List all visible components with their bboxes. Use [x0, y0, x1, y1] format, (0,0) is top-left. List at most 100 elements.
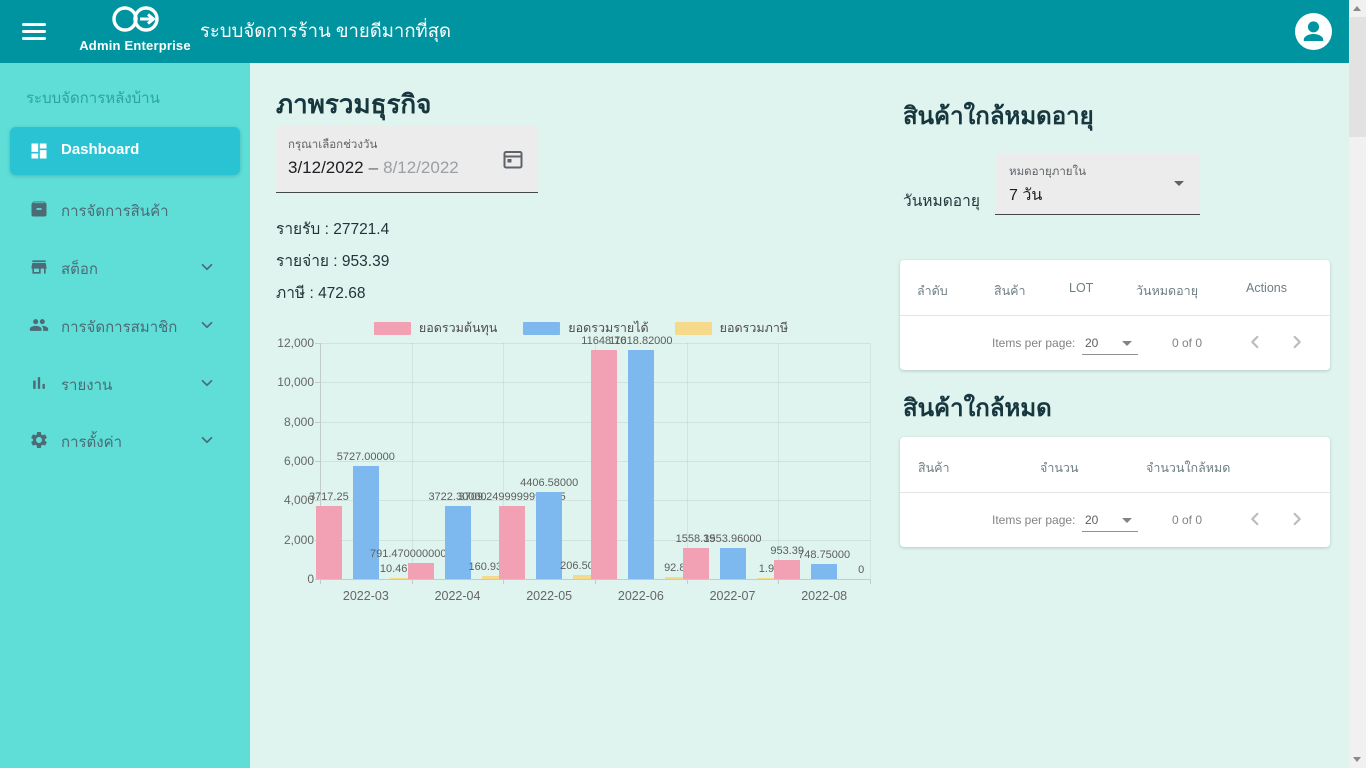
page-size-select[interactable]: 20 — [1085, 513, 1099, 527]
bar — [573, 575, 600, 579]
lowstock-table-header: สินค้า จำนวน จำนวนใกล้หมด — [900, 437, 1330, 493]
previous-page-icon[interactable] — [1244, 508, 1266, 535]
account-avatar-icon[interactable] — [1295, 13, 1332, 50]
column-header: Actions — [1246, 281, 1287, 295]
next-page-icon[interactable] — [1286, 331, 1308, 358]
page-size-underline — [1082, 354, 1138, 355]
dropdown-arrow-icon — [1174, 181, 1184, 186]
infinity-logo-icon — [99, 6, 171, 40]
x-tick-mark — [320, 579, 321, 584]
expiring-table-header: ลำดับ สินค้า LOT วันหมดอายุ Actions — [900, 260, 1330, 316]
y-axis-line — [320, 343, 321, 579]
dashboard-icon — [29, 141, 49, 161]
page-size-arrow-icon — [1122, 518, 1132, 523]
stat-value: 27721.4 — [333, 221, 390, 238]
column-header: จำนวนใกล้หมด — [1146, 461, 1231, 475]
settings-icon — [29, 430, 49, 450]
sidebar-item-การตั้งค่า[interactable]: การตั้งค่า — [10, 416, 240, 464]
bar — [774, 560, 801, 579]
y-tick-label: 12,000 — [277, 336, 314, 350]
x-axis-line — [315, 579, 870, 580]
column-header: LOT — [1069, 281, 1094, 295]
legend-label: ยอดรวมต้นทุน — [418, 321, 498, 335]
items-per-page-label: Items per page: — [992, 336, 1076, 350]
scroll-up-arrow-icon[interactable] — [1353, 6, 1361, 11]
items-per-page-label: Items per page: — [992, 513, 1076, 527]
chevron-down-icon — [198, 316, 216, 339]
bar-value-label: 3717.25 — [308, 491, 349, 503]
legend-item[interactable]: ยอดรวมรายได้ — [523, 318, 649, 338]
bar-value-label: 748.75000 — [798, 549, 851, 561]
bar — [682, 548, 709, 579]
bar-value-label: 0 — [858, 564, 865, 576]
x-tick-mark — [503, 579, 505, 584]
scroll-down-arrow-icon[interactable] — [1353, 757, 1361, 762]
bar-value-label: 11648.70 — [581, 335, 627, 347]
column-header: ลำดับ — [917, 284, 948, 298]
bar-value-label: 4406.58000 — [520, 477, 579, 489]
legend-chip — [523, 321, 561, 335]
report-icon — [29, 373, 49, 393]
sidebar-item-label: การจัดการสมาชิก — [61, 319, 178, 336]
date-separator: – — [368, 158, 379, 177]
legend-item[interactable]: ยอดรวมต้นทุน — [373, 318, 498, 338]
stat-row: รายรับ : 27721.4 — [276, 216, 389, 241]
date-range-label: กรุณาเลือกช่วงวัน — [288, 139, 378, 151]
appbar: Admin Enterprise ระบบจัดการร้าน ขายดีมาก… — [0, 0, 1349, 63]
bar — [389, 578, 416, 579]
app-title: ระบบจัดการร้าน ขายดีมากที่สุด — [200, 20, 452, 41]
sidebar-item-label: Dashboard — [61, 141, 140, 158]
vertical-scrollbar[interactable] — [1349, 0, 1366, 768]
bar-value-label: 953.39 — [770, 545, 804, 557]
bar-value-label: 3722.30000 — [428, 491, 487, 503]
y-tick-label: 10,000 — [277, 375, 314, 390]
x-tick-mark — [778, 579, 780, 584]
y-tick-mark — [315, 382, 320, 384]
date-end: 8/12/2022 — [383, 158, 459, 177]
date-range-field[interactable]: กรุณาเลือกช่วงวัน 3/12/2022–8/12/2022 — [276, 126, 538, 193]
previous-page-icon[interactable] — [1244, 331, 1266, 358]
sidebar-item-การจัดการสินค้า[interactable]: การจัดการสินค้า — [10, 185, 240, 233]
stat-row: รายจ่าย : 953.39 — [276, 248, 389, 273]
scrollbar-thumb[interactable] — [1349, 17, 1366, 137]
sidebar-item-dashboard[interactable]: Dashboard — [10, 127, 240, 175]
x-tick-mark — [870, 579, 871, 584]
stat-value: 472.68 — [318, 285, 366, 302]
bar — [627, 350, 654, 579]
menu-icon[interactable] — [22, 23, 46, 40]
lowstock-paginator: Items per page: 20 0 of 0 — [900, 493, 1330, 547]
bar — [664, 577, 691, 579]
y-tick-mark — [315, 421, 320, 423]
y-tick-label: 4,000 — [283, 493, 314, 508]
page-size-select[interactable]: 20 — [1085, 336, 1099, 350]
stat-separator: : — [305, 285, 319, 302]
sidebar-item-สต็อก[interactable]: สต็อก — [10, 243, 240, 291]
bar — [315, 506, 342, 579]
bar — [590, 350, 617, 579]
y-tick-label: 6,000 — [283, 454, 314, 468]
next-page-icon[interactable] — [1286, 508, 1308, 535]
sidebar-item-label: การจัดการสินค้า — [61, 203, 169, 220]
column-header: สินค้า — [918, 461, 950, 475]
calendar-icon[interactable] — [501, 147, 525, 176]
gridline — [503, 343, 505, 579]
legend-chip — [674, 321, 712, 335]
column-header: วันหมดอายุ — [1136, 284, 1199, 298]
x-tick-mark — [595, 579, 596, 584]
members-icon — [29, 315, 49, 335]
expiry-days-select[interactable]: หมดอายุภายใน 7 วัน — [995, 154, 1200, 215]
bar — [756, 578, 783, 579]
legend-label: ยอดรวมภาษี — [719, 321, 789, 335]
gridline — [411, 343, 413, 579]
legend-item[interactable]: ยอดรวมภาษี — [674, 318, 789, 338]
legend-label: ยอดรวมรายได้ — [568, 321, 649, 335]
chevron-down-icon — [198, 374, 216, 397]
x-tick-label: 2022-06 — [617, 589, 664, 603]
sidebar-item-การจัดการสมาชิก[interactable]: การจัดการสมาชิก — [10, 301, 240, 349]
lowstock-section-title: สินค้าใกล้หมด — [903, 395, 1052, 422]
x-tick-label: 2022-03 — [342, 589, 389, 603]
sidebar-item-รายงาน[interactable]: รายงาน — [10, 359, 240, 407]
expiring-table-card: ลำดับ สินค้า LOT วันหมดอายุ Actions Items pe… — [900, 260, 1330, 370]
date-range-value: 3/12/2022–8/12/2022 — [288, 158, 459, 178]
gridline — [870, 343, 871, 579]
